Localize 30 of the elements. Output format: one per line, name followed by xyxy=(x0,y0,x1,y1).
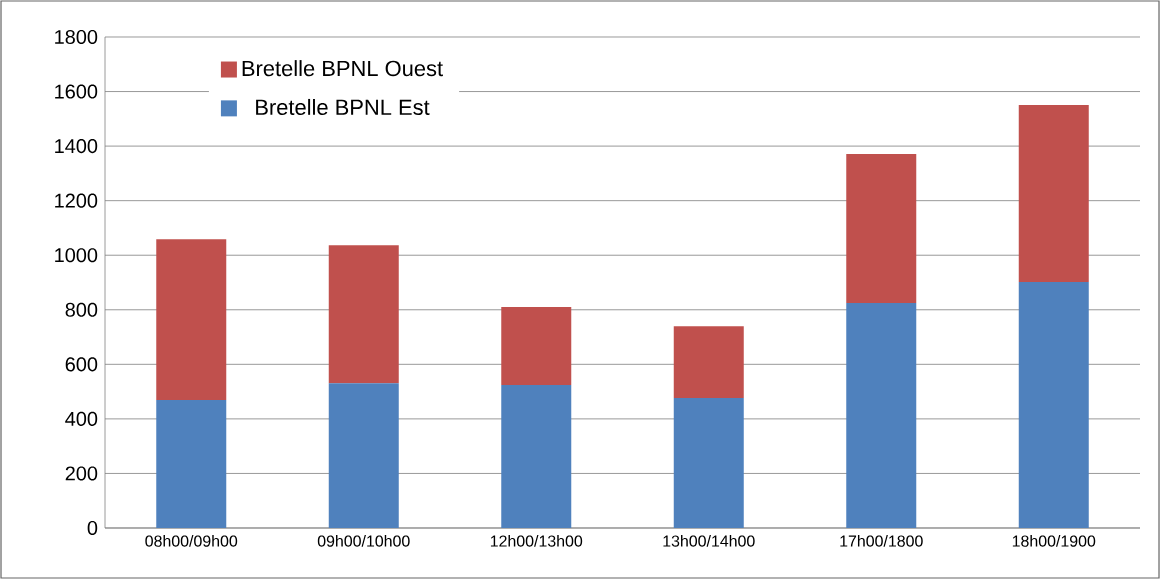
bar xyxy=(328,383,399,528)
y-tick-label: 400 xyxy=(65,411,98,426)
bar xyxy=(328,245,399,384)
x-tick-label: 09h00/10h00 xyxy=(317,535,410,547)
x-tick-label: 13h00/14h00 xyxy=(663,535,755,547)
bar xyxy=(846,302,917,528)
bar xyxy=(846,154,917,303)
bar xyxy=(1018,281,1089,528)
y-tick-label: 800 xyxy=(65,302,98,317)
y-tick-label: 1600 xyxy=(55,84,98,99)
y-tick-label: 1000 xyxy=(55,248,98,263)
bar xyxy=(673,397,744,528)
bar xyxy=(501,385,572,528)
y-tick-label: 1400 xyxy=(55,139,98,154)
x-tick-label: 12h00/13h00 xyxy=(490,535,583,547)
x-tick-label: 17h00/1800 xyxy=(840,535,923,547)
y-tick-label: 1200 xyxy=(55,193,98,208)
bar xyxy=(673,326,744,398)
y-tick-label: 1800 xyxy=(55,29,98,45)
x-tick-label: 18h00/1900 xyxy=(1012,535,1096,547)
y-tick-label: 600 xyxy=(65,357,98,372)
x-tick-label: 08h00/09h00 xyxy=(145,535,238,547)
legend-label: Bretelle BPNL Est xyxy=(256,98,430,116)
bar xyxy=(1018,104,1089,282)
y-tick-label: 0 xyxy=(87,520,98,536)
bar xyxy=(501,307,572,386)
legend-label: Bretelle BPNL Ouest xyxy=(242,60,443,77)
bar xyxy=(156,239,227,401)
bar xyxy=(156,400,227,528)
y-tick-label: 200 xyxy=(65,466,98,481)
